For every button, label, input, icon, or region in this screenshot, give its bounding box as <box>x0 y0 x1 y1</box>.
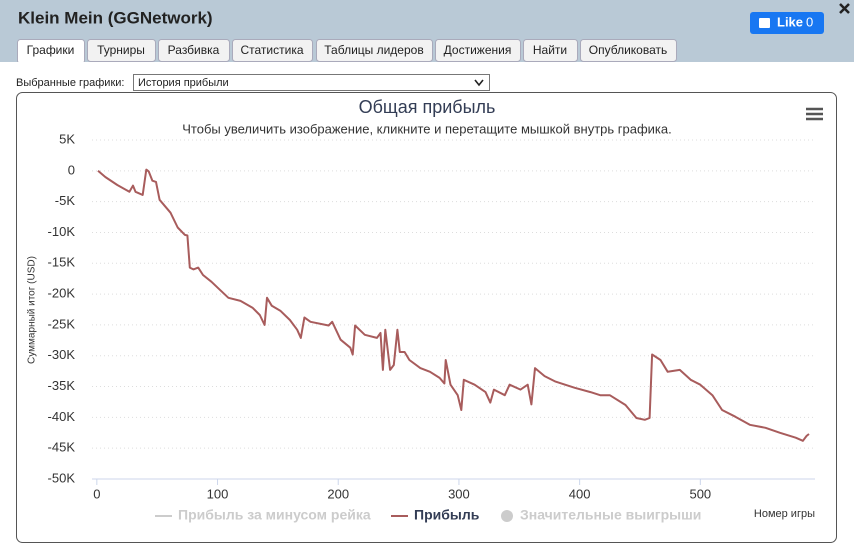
chart-subtitle: Чтобы увеличить изображение, кликните и … <box>182 121 671 136</box>
x-tick-label: 400 <box>569 486 591 501</box>
y-tick-label: -30K <box>48 347 76 362</box>
selector[interactable]: История прибыли <box>133 74 490 91</box>
tab[interactable]: Турниры <box>87 39 156 62</box>
like-button[interactable]: Like 0 <box>750 12 824 34</box>
like-label[interactable]: Like <box>777 14 803 29</box>
y-tick-label: 5K <box>59 131 75 146</box>
tab[interactable]: Таблицы лидеров <box>316 39 433 62</box>
close-button[interactable] <box>839 3 850 14</box>
like-bg[interactable] <box>750 12 824 34</box>
y-axis-label: Суммарный итог (USD) <box>27 256 38 364</box>
tab[interactable]: Статистика <box>232 39 313 62</box>
tab-bg[interactable] <box>87 39 156 62</box>
tab[interactable]: Найти <box>523 39 578 62</box>
tab[interactable]: Достижения <box>435 39 521 62</box>
y-tick-label: -40K <box>48 409 76 424</box>
like-count[interactable]: 0 <box>806 14 813 29</box>
legend-label[interactable]: Прибыль за минусом рейка <box>178 507 371 523</box>
tab-label[interactable]: Достижения <box>444 43 512 57</box>
y-tick-label: 0 <box>68 162 75 177</box>
tab-label[interactable]: Графики <box>27 43 75 57</box>
legend-item[interactable]: Прибыль <box>391 507 480 523</box>
tab-label[interactable]: Опубликовать <box>589 43 667 57</box>
tab-bar: Графики Турниры Разбивка Статистика Таблицы … <box>17 39 677 64</box>
x-tick-label: 0 <box>93 486 100 501</box>
y-tick-label: -15K <box>48 255 76 270</box>
chart-panel <box>16 92 837 543</box>
tab-label[interactable]: Статистика <box>240 43 303 57</box>
legend-symbol[interactable] <box>501 510 513 522</box>
select-value[interactable]: История прибыли <box>138 77 229 89</box>
tab-bg[interactable] <box>158 39 230 62</box>
chart: Общая прибыль Чтобы увеличить изображени… <box>27 97 823 523</box>
chart-title: Общая прибыль <box>359 97 496 117</box>
y-tick-label: -45K <box>48 440 76 455</box>
series-line <box>97 168 810 442</box>
x-tick-label: 100 <box>207 486 229 501</box>
y-tick-label: -50K <box>48 470 76 485</box>
tab-label[interactable]: Найти <box>533 43 567 57</box>
menu-icon[interactable] <box>806 107 823 121</box>
x-axis-label: Номер игры <box>754 508 815 520</box>
tab[interactable]: Опубликовать <box>580 39 677 62</box>
window-title: Klein Mein (GGNetwork) <box>18 8 213 27</box>
select-arrow <box>474 79 484 87</box>
select-box[interactable] <box>133 74 490 91</box>
tab-bg[interactable] <box>435 39 521 62</box>
x-tick-label: 300 <box>448 486 470 501</box>
y-tick-label: -25K <box>48 316 76 331</box>
y-tick-label: -35K <box>48 378 76 393</box>
close-icon[interactable] <box>839 3 850 14</box>
legend-label[interactable]: Значительные выигрыши <box>520 507 701 523</box>
tab[interactable]: Разбивка <box>158 39 230 62</box>
legend-label[interactable]: Прибыль <box>414 507 480 523</box>
x-tick-label: 500 <box>689 486 711 501</box>
y-tick-label: -5K <box>55 193 76 208</box>
tab-label[interactable]: Таблицы лидеров <box>324 43 423 57</box>
tab-bg[interactable] <box>523 39 578 62</box>
legend-item[interactable]: Прибыль за минусом рейка <box>155 507 371 523</box>
y-tick-label: -10K <box>48 224 76 239</box>
chart-menu[interactable] <box>806 107 823 121</box>
like-icon <box>759 18 770 28</box>
legend-item[interactable]: Значительные выигрыши <box>501 507 701 523</box>
selector-label: Выбранные графики: <box>16 77 124 89</box>
tab-bg[interactable] <box>232 39 313 62</box>
tab[interactable]: Графики <box>17 39 85 64</box>
y-tick-label: -20K <box>48 286 76 301</box>
tab-bg[interactable] <box>316 39 433 62</box>
tab-label[interactable]: Турниры <box>97 43 145 57</box>
x-tick-label: 200 <box>327 486 349 501</box>
tab-bg[interactable] <box>580 39 677 62</box>
tab-label[interactable]: Разбивка <box>168 43 220 57</box>
